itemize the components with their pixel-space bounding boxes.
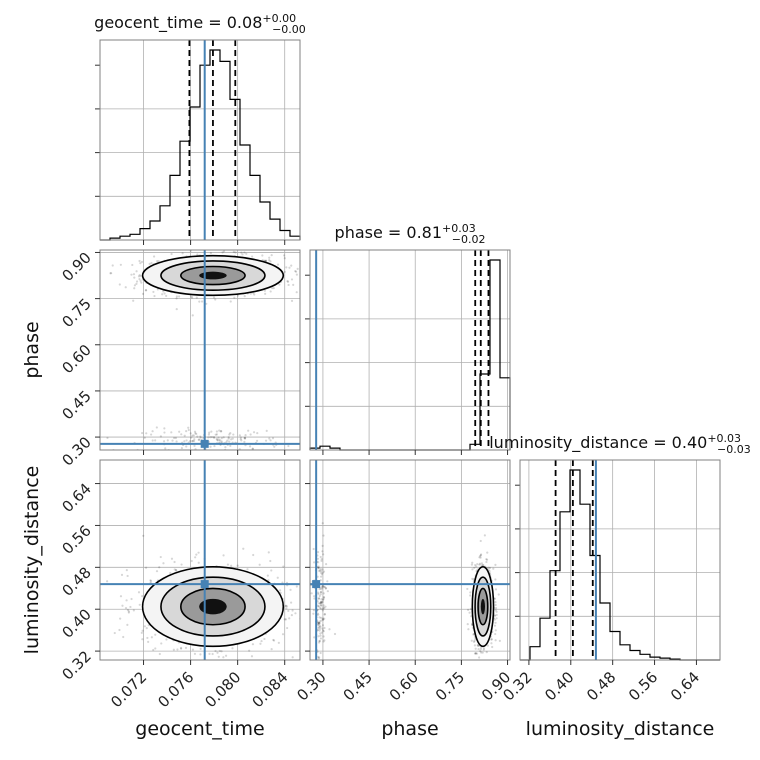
contour-core [199,271,227,280]
x-tick-label-geocent_time: 0.084 [248,668,291,711]
panel-hist-geocent_time [99,39,301,241]
x-tick-label-luminosity_distance: 0.48 [583,668,619,704]
density-phase-luminosity_distance [471,566,495,648]
x-tick-label-luminosity_distance: 0.64 [667,668,703,704]
x-axis-label-luminosity_distance: luminosity_distance [526,718,715,740]
x-tick-label-phase: 0.30 [293,668,329,704]
y-tick-label-luminosity_distance: 0.32 [58,647,94,683]
y-tick-label-phase: 0.90 [58,249,94,285]
y-tick-label-phase: 0.30 [58,433,94,469]
x-tick-label-geocent_time: 0.076 [154,668,197,711]
y-tick-label-phase: 0.75 [58,295,94,331]
x-tick-label-geocent_time: 0.080 [201,668,244,711]
title-phase: phase = 0.81+0.03 −0.02 [335,222,486,246]
y-axis-label-luminosity_distance: luminosity_distance [21,466,43,655]
contour-core [199,598,227,615]
truth-marker [200,439,209,448]
y-tick-label-phase: 0.45 [58,387,94,423]
histogram-luminosity_distance [520,469,720,661]
panel-hist-phase [309,249,511,451]
y-tick-label-luminosity_distance: 0.56 [58,522,94,558]
y-axis-label-phase: phase [21,321,43,378]
panel-hist-luminosity_distance [519,459,721,661]
y-tick-label-phase: 0.60 [58,341,94,377]
title-luminosity_distance: luminosity_distance = 0.40+0.03 −0.03 [489,432,751,456]
density-geocent_time-phase [141,254,285,297]
density-geocent_time-luminosity_distance [141,566,285,648]
x-tick-label-phase: 0.60 [386,668,422,704]
x-axis-label-phase: phase [381,718,438,740]
contour-core [480,598,485,615]
title-geocent_time: geocent_time = 0.08+0.00 −0.00 [94,12,306,36]
y-tick-label-luminosity_distance: 0.40 [58,605,94,641]
panel-phase-vs-luminosity_distance [309,459,511,661]
x-tick-label-phase: 0.75 [432,668,468,704]
x-tick-label-phase: 0.45 [340,668,376,704]
truth-marker [200,580,209,589]
panel-geocent_time-vs-phase [99,249,301,451]
truth-marker [312,580,321,589]
y-tick-label-luminosity_distance: 0.48 [58,563,94,599]
y-tick-label-luminosity_distance: 0.64 [58,480,94,516]
panel-geocent_time-vs-luminosity_distance [99,459,301,661]
x-tick-label-luminosity_distance: 0.56 [625,668,661,704]
x-tick-label-geocent_time: 0.072 [107,668,150,711]
histogram-geocent_time [100,49,301,241]
x-tick-label-luminosity_distance: 0.40 [541,668,577,704]
x-axis-label-geocent_time: geocent_time [135,718,264,740]
